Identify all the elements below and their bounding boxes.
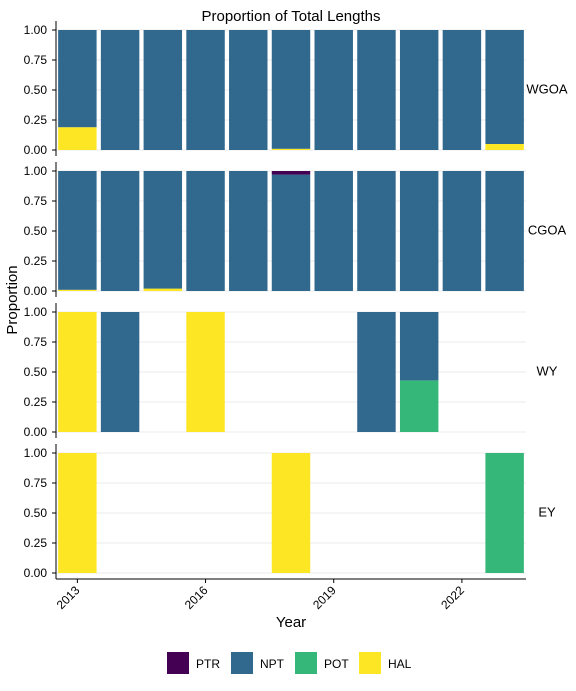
legend-label-pot: POT (324, 657, 349, 671)
legend-key-pot (295, 652, 317, 674)
y-tick-label: 0.25 (24, 254, 48, 268)
bar-wy-2013-hal (58, 312, 97, 432)
bar-cgoa-2014-npt (100, 171, 140, 291)
facet-label-cgoa: CGOA (528, 223, 567, 238)
panel-wgoa: 0.00 0.25 0.50 0.75 1.00 WGOA (24, 21, 568, 157)
y-tick-label: 1.00 (24, 446, 48, 460)
legend-label-hal: HAL (388, 657, 412, 671)
y-tick-label: 0.50 (24, 506, 48, 520)
bar-wgoa-2021-npt (399, 30, 439, 150)
facet-label-wy: WY (537, 364, 558, 379)
y-axis-label: Proportion (4, 265, 21, 334)
y-tick-label: 0.75 (24, 194, 48, 208)
legend-label-npt: NPT (260, 657, 285, 671)
bar-cgoa-2019-npt (314, 171, 353, 291)
y-tick-label: 0.75 (24, 335, 48, 349)
legend-key-ptr (167, 652, 189, 674)
y-tick-label: 0.00 (24, 566, 48, 580)
bar-cgoa-2013-hal (58, 289, 97, 291)
bar-wgoa-2019-npt (314, 30, 353, 150)
y-tick-label: 1.00 (24, 164, 48, 178)
y-tick-label: 0.00 (24, 425, 48, 439)
bar-wgoa-2015-npt (143, 30, 183, 150)
x-tick-label: 2013 (54, 583, 83, 612)
bar-cgoa-2020-npt (357, 171, 396, 291)
y-tick-label: 0.25 (24, 395, 48, 409)
bar-wgoa-2017-npt (229, 30, 268, 150)
x-tick-label: 2022 (438, 583, 467, 612)
y-tick-label: 0.75 (24, 53, 48, 67)
bar-wy-2021-pot (399, 380, 439, 432)
y-tick-label: 1.00 (24, 305, 48, 319)
bar-cgoa-2017-npt (229, 171, 268, 291)
y-tick-label: 1.00 (24, 23, 48, 37)
panel-ey: 0.00 0.25 0.50 0.75 1.00 EY (24, 444, 556, 580)
bar-wgoa-2022-npt (442, 30, 482, 150)
legend-label-ptr: PTR (196, 657, 220, 671)
x-axis-label: Year (276, 614, 306, 631)
bar-cgoa-2021-npt (399, 171, 439, 291)
chart-title: Proportion of Total Lengths (201, 8, 380, 25)
x-tick-label: 2016 (182, 583, 211, 612)
bar-wgoa-2020-npt (357, 30, 396, 150)
legend-key-npt (231, 652, 253, 674)
bar-cgoa-2018-npt (271, 174, 311, 291)
y-tick-label: 0.25 (24, 113, 48, 127)
facet-panels: 0.00 0.25 0.50 0.75 1.00 WGOA 0.00 0.25 0.50 0.75… (24, 21, 568, 580)
bar-wy-2014-npt (100, 312, 140, 432)
bar-wgoa-2013-npt (58, 30, 97, 128)
legend: PTR NPT POT HAL (167, 652, 412, 674)
bar-wgoa-2016-npt (186, 30, 225, 150)
bar-wy-2020-npt (357, 312, 396, 432)
y-tick-label: 0.50 (24, 83, 48, 97)
y-tick-label: 0.00 (24, 284, 48, 298)
bar-cgoa-2023-npt (485, 171, 524, 291)
bar-ey-2023-pot (485, 453, 524, 573)
bar-wgoa-2023-npt (485, 30, 524, 144)
y-tick-label: 0.75 (24, 476, 48, 490)
bar-wy-2021-npt (399, 312, 439, 381)
y-tick-label: 0.50 (24, 224, 48, 238)
y-tick-label: 0.25 (24, 536, 48, 550)
bar-cgoa-2015-npt (143, 171, 183, 289)
bar-cgoa-2018-ptr (271, 171, 311, 175)
bar-wgoa-2018-npt (271, 30, 311, 149)
bar-wgoa-2013-hal (58, 127, 97, 150)
panel-wy: 0.00 0.25 0.50 0.75 1.00 WY (24, 303, 558, 439)
bar-wgoa-2018-hal (271, 148, 311, 150)
facet-label-wgoa: WGOA (526, 82, 567, 97)
panel-cgoa: 0.00 0.25 0.50 0.75 1.00 CGOA (24, 162, 567, 298)
bar-wy-2016-hal (186, 312, 225, 432)
x-axis: 2013 2016 2019 2022 (54, 578, 526, 612)
bar-cgoa-2015-hal (143, 288, 183, 291)
bar-cgoa-2013-npt (58, 171, 97, 290)
x-tick-label: 2019 (310, 583, 339, 612)
legend-key-hal (359, 652, 381, 674)
facet-label-ey: EY (538, 505, 556, 520)
y-tick-label: 0.00 (24, 143, 48, 157)
y-tick-label: 0.50 (24, 365, 48, 379)
bar-wgoa-2014-npt (100, 30, 140, 150)
bar-cgoa-2022-npt (442, 171, 482, 291)
bar-ey-2013-hal (58, 453, 97, 573)
bar-wgoa-2023-hal (485, 144, 524, 150)
bar-ey-2018-hal (271, 453, 311, 573)
bar-cgoa-2016-npt (186, 171, 225, 291)
